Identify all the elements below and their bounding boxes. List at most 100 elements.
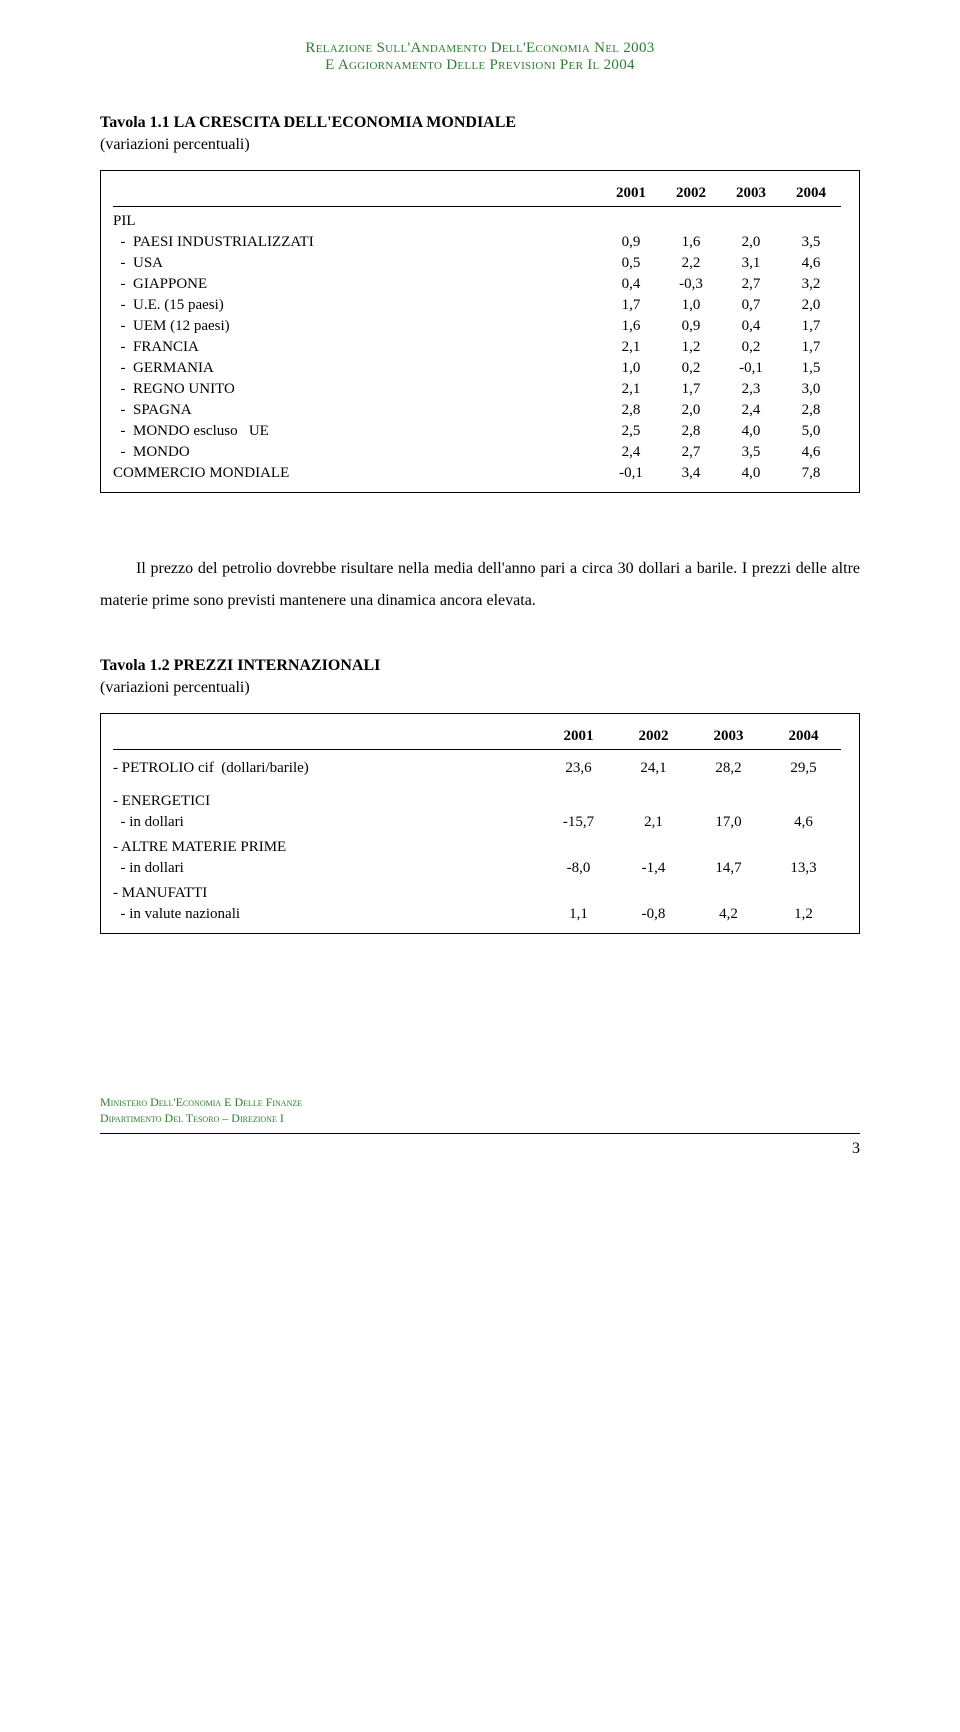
cell-value: 5,0 [781, 421, 841, 442]
table1-wrapper: 2001200220032004PIL - PAESI INDUSTRIALIZ… [100, 170, 860, 493]
cell-value: 4,2 [691, 904, 766, 925]
table-row: - MONDO escluso UE2,52,84,05,0 [113, 421, 841, 442]
table-row: - ENERGETICI [113, 787, 841, 812]
table2-wrapper: 2001200220032004- PETROLIO cif (dollari/… [100, 713, 860, 934]
table-row: - MONDO2,42,73,54,6 [113, 442, 841, 463]
cell-value: 28,2 [691, 758, 766, 779]
cell-value: 2,3 [721, 379, 781, 400]
cell-value [691, 833, 766, 858]
cell-value: 1,7 [601, 295, 661, 316]
table-row: - ALTRE MATERIE PRIME [113, 833, 841, 858]
col-header: 2003 [721, 181, 781, 207]
row-label: COMMERCIO MONDIALE [113, 463, 601, 484]
cell-value: 1,0 [661, 295, 721, 316]
cell-value: -15,7 [541, 812, 616, 833]
cell-value: 0,2 [661, 358, 721, 379]
row-label: - MANUFATTI [113, 879, 541, 904]
cell-value [781, 207, 841, 233]
table-row: PIL [113, 207, 841, 233]
cell-value [691, 879, 766, 904]
cell-value [616, 787, 691, 812]
cell-value: 2,8 [781, 400, 841, 421]
cell-value [541, 787, 616, 812]
table1-title: Tavola 1.1 LA CRESCITA DELL'ECONOMIA MON… [100, 114, 860, 132]
cell-value: 2,1 [601, 379, 661, 400]
table-row: - MANUFATTI [113, 879, 841, 904]
col-header: 2001 [601, 181, 661, 207]
col-header: 2004 [766, 724, 841, 750]
table-row: - USA0,52,23,14,6 [113, 253, 841, 274]
row-label: - ALTRE MATERIE PRIME [113, 833, 541, 858]
cell-value: 1,0 [601, 358, 661, 379]
cell-value [541, 833, 616, 858]
cell-value: 0,9 [661, 316, 721, 337]
cell-value [661, 207, 721, 233]
table2-section: Tavola 1.2 PREZZI INTERNAZIONALI (variaz… [100, 657, 860, 934]
col-header: 2002 [616, 724, 691, 750]
table-row: - PETROLIO cif (dollari/barile)23,624,12… [113, 758, 841, 779]
cell-value: 2,5 [601, 421, 661, 442]
cell-value [766, 879, 841, 904]
col-header [113, 181, 601, 207]
cell-value: 14,7 [691, 858, 766, 879]
table-row: - PAESI INDUSTRIALIZZATI0,91,62,03,5 [113, 232, 841, 253]
table-row: COMMERCIO MONDIALE-0,13,44,07,8 [113, 463, 841, 484]
table-row: - U.E. (15 paesi)1,71,00,72,0 [113, 295, 841, 316]
cell-value: 1,2 [766, 904, 841, 925]
cell-value: 0,9 [601, 232, 661, 253]
table2-subtitle: (variazioni percentuali) [100, 679, 860, 697]
cell-value: -1,4 [616, 858, 691, 879]
cell-value: 2,1 [601, 337, 661, 358]
cell-value: 2,7 [721, 274, 781, 295]
cell-value: 1,7 [781, 337, 841, 358]
document-header: Relazione Sull'Andamento Dell'Economia N… [100, 40, 860, 74]
cell-value: 3,1 [721, 253, 781, 274]
row-label: PIL [113, 207, 601, 233]
cell-value: 13,3 [766, 858, 841, 879]
cell-value: 1,6 [661, 232, 721, 253]
row-label: - MONDO [113, 442, 601, 463]
row-label: - ENERGETICI [113, 787, 541, 812]
cell-value: 1,5 [781, 358, 841, 379]
table-row: - FRANCIA2,11,20,21,7 [113, 337, 841, 358]
cell-value: 23,6 [541, 758, 616, 779]
row-label: - in dollari [113, 858, 541, 879]
cell-value: 1,7 [781, 316, 841, 337]
cell-value: 2,7 [661, 442, 721, 463]
cell-value: 0,2 [721, 337, 781, 358]
table-row: - REGNO UNITO2,11,72,33,0 [113, 379, 841, 400]
row-label: - SPAGNA [113, 400, 601, 421]
cell-value: 1,6 [601, 316, 661, 337]
cell-value [691, 787, 766, 812]
table2: 2001200220032004- PETROLIO cif (dollari/… [113, 724, 841, 925]
cell-value: -0,1 [601, 463, 661, 484]
cell-value: 3,2 [781, 274, 841, 295]
header-line-1: Relazione Sull'Andamento Dell'Economia N… [100, 40, 860, 57]
cell-value: 2,0 [781, 295, 841, 316]
header-line-2: E Aggiornamento Delle Previsioni Per Il … [100, 57, 860, 74]
cell-value: 3,4 [661, 463, 721, 484]
table1-section: Tavola 1.1 LA CRESCITA DELL'ECONOMIA MON… [100, 114, 860, 493]
cell-value [616, 879, 691, 904]
cell-value [766, 833, 841, 858]
cell-value: 0,4 [601, 274, 661, 295]
cell-value: 2,8 [601, 400, 661, 421]
cell-value: 4,0 [721, 463, 781, 484]
table1: 2001200220032004PIL - PAESI INDUSTRIALIZ… [113, 181, 841, 484]
row-label: - in dollari [113, 812, 541, 833]
cell-value: 7,8 [781, 463, 841, 484]
table-row: - SPAGNA2,82,02,42,8 [113, 400, 841, 421]
col-header: 2004 [781, 181, 841, 207]
cell-value: 2,0 [721, 232, 781, 253]
cell-value: 3,5 [781, 232, 841, 253]
document-footer: Ministero Dell'Economia E Delle Finanze … [100, 1094, 860, 1161]
row-label: - GERMANIA [113, 358, 601, 379]
col-header: 2001 [541, 724, 616, 750]
cell-value: -0,8 [616, 904, 691, 925]
cell-value: 3,5 [721, 442, 781, 463]
row-label: - USA [113, 253, 601, 274]
table-row: - in dollari-8,0-1,414,713,3 [113, 858, 841, 879]
footer-line-1: Ministero Dell'Economia E Delle Finanze [100, 1094, 860, 1111]
cell-value: 29,5 [766, 758, 841, 779]
cell-value: 4,0 [721, 421, 781, 442]
